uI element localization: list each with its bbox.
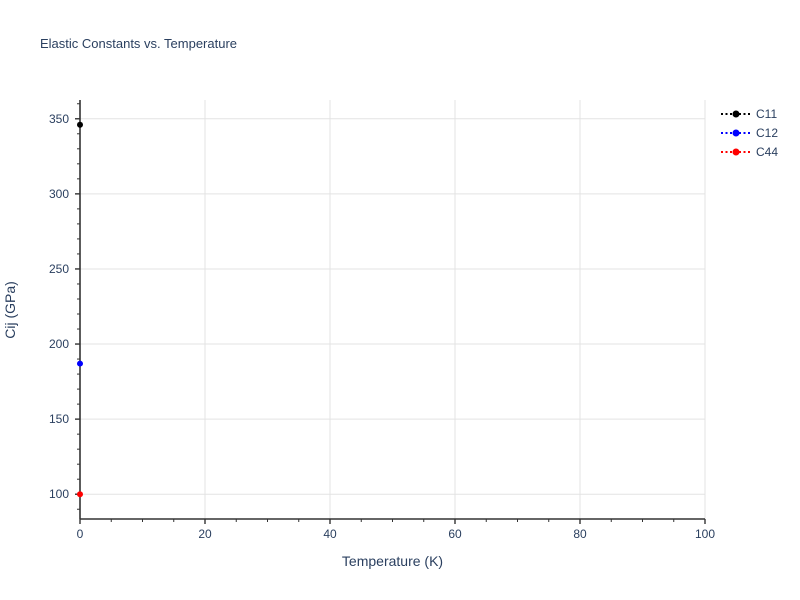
y-tick-label: 150	[49, 412, 69, 426]
tick-labels: 0 20 40 60 80 100 100 150 200 250 300 350	[49, 112, 715, 541]
y-axis-title: Cij (GPa)	[2, 281, 18, 339]
x-tick-label: 20	[198, 527, 212, 541]
data-point-C11	[77, 121, 83, 128]
x-tick-label: 100	[695, 527, 715, 541]
x-tick-label: 40	[323, 527, 337, 541]
legend-marker-icon	[732, 110, 740, 118]
data-points	[77, 121, 83, 498]
legend-item-C44[interactable]: C44	[721, 145, 778, 159]
gridlines	[80, 100, 706, 519]
legend-label: C44	[756, 145, 778, 159]
legend-marker-icon	[732, 148, 740, 156]
legend-item-C11[interactable]: C11	[721, 107, 777, 121]
y-tick-label: 100	[49, 487, 69, 501]
ticks	[75, 103, 706, 524]
x-tick-label: 0	[77, 527, 84, 541]
chart-title: Elastic Constants vs. Temperature	[40, 36, 238, 51]
data-point-C12	[77, 360, 83, 367]
y-tick-label: 250	[49, 262, 69, 276]
data-point-C44	[77, 491, 83, 498]
legend-item-C12[interactable]: C12	[721, 126, 778, 140]
y-tick-label: 200	[49, 337, 69, 351]
legend-label: C12	[756, 126, 778, 140]
axes	[79, 100, 705, 520]
x-tick-label: 80	[573, 527, 587, 541]
y-tick-label: 350	[49, 112, 69, 126]
y-tick-label: 300	[49, 187, 69, 201]
legend-marker-icon	[732, 129, 740, 137]
legend-label: C11	[756, 107, 777, 121]
x-axis-title: Temperature (K)	[341, 553, 444, 569]
legend: C11 C12 C44	[721, 107, 778, 159]
x-tick-label: 60	[448, 527, 462, 541]
